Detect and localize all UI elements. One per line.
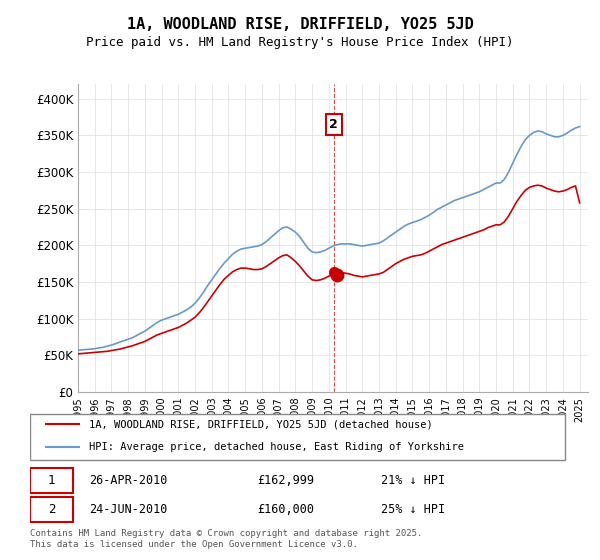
Text: 2: 2: [329, 118, 338, 131]
FancyBboxPatch shape: [30, 497, 73, 522]
Text: 21% ↓ HPI: 21% ↓ HPI: [381, 474, 445, 487]
Text: 1: 1: [48, 474, 55, 487]
Text: HPI: Average price, detached house, East Riding of Yorkshire: HPI: Average price, detached house, East…: [89, 442, 464, 452]
Text: Contains HM Land Registry data © Crown copyright and database right 2025.
This d: Contains HM Land Registry data © Crown c…: [30, 529, 422, 549]
Text: 2: 2: [48, 503, 55, 516]
Text: 24-JUN-2010: 24-JUN-2010: [89, 503, 168, 516]
Text: £160,000: £160,000: [257, 503, 314, 516]
Text: 1A, WOODLAND RISE, DRIFFIELD, YO25 5JD (detached house): 1A, WOODLAND RISE, DRIFFIELD, YO25 5JD (…: [89, 419, 433, 429]
Text: 25% ↓ HPI: 25% ↓ HPI: [381, 503, 445, 516]
FancyBboxPatch shape: [30, 414, 565, 460]
FancyBboxPatch shape: [30, 469, 73, 493]
Text: Price paid vs. HM Land Registry's House Price Index (HPI): Price paid vs. HM Land Registry's House …: [86, 36, 514, 49]
Text: 1A, WOODLAND RISE, DRIFFIELD, YO25 5JD: 1A, WOODLAND RISE, DRIFFIELD, YO25 5JD: [127, 17, 473, 32]
Text: 26-APR-2010: 26-APR-2010: [89, 474, 168, 487]
Text: £162,999: £162,999: [257, 474, 314, 487]
